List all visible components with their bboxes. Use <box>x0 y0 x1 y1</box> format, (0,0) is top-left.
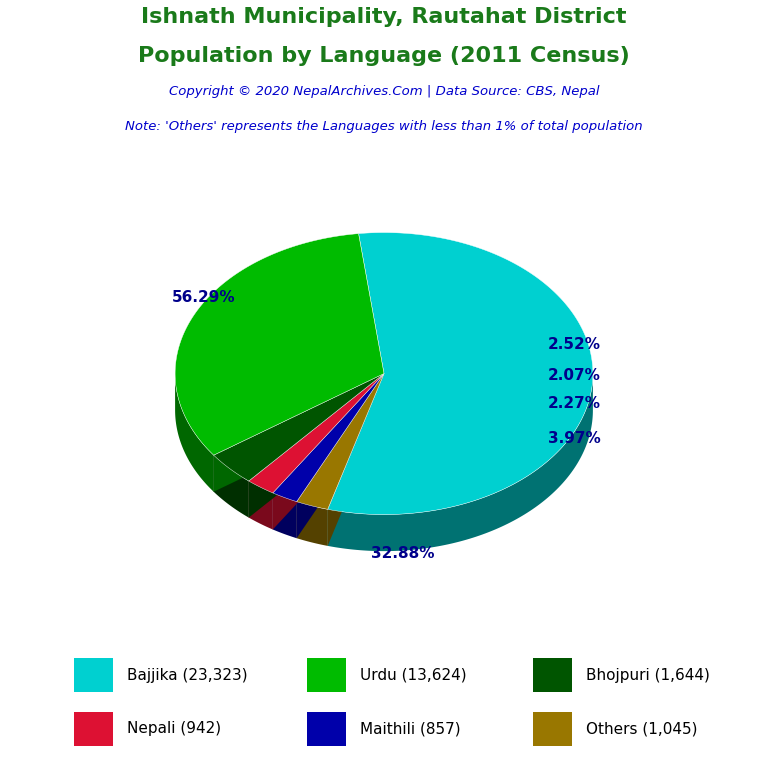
Text: 32.88%: 32.88% <box>370 546 434 561</box>
Text: Population by Language (2011 Census): Population by Language (2011 Census) <box>138 46 630 66</box>
Polygon shape <box>249 373 384 518</box>
Bar <box>307 658 346 693</box>
Polygon shape <box>214 373 384 492</box>
Bar <box>307 712 346 746</box>
Polygon shape <box>249 373 384 493</box>
Polygon shape <box>249 373 384 518</box>
Polygon shape <box>273 373 384 529</box>
Polygon shape <box>328 233 593 515</box>
Polygon shape <box>296 373 384 509</box>
Polygon shape <box>273 493 296 538</box>
Polygon shape <box>296 373 384 538</box>
Polygon shape <box>328 373 384 546</box>
Polygon shape <box>249 481 273 529</box>
Text: Urdu (13,624): Urdu (13,624) <box>360 667 466 683</box>
Text: Nepali (942): Nepali (942) <box>127 721 221 737</box>
Polygon shape <box>175 233 384 455</box>
Text: Bhojpuri (1,644): Bhojpuri (1,644) <box>586 667 710 683</box>
Polygon shape <box>296 502 328 546</box>
Bar <box>533 658 572 693</box>
Polygon shape <box>328 373 593 551</box>
Text: Others (1,045): Others (1,045) <box>586 721 697 737</box>
Polygon shape <box>328 373 384 546</box>
Text: Bajjika (23,323): Bajjika (23,323) <box>127 667 247 683</box>
Text: Note: 'Others' represents the Languages with less than 1% of total population: Note: 'Others' represents the Languages … <box>125 120 643 133</box>
Text: Maithili (857): Maithili (857) <box>360 721 461 737</box>
Text: Ishnath Municipality, Rautahat District: Ishnath Municipality, Rautahat District <box>141 7 627 27</box>
Polygon shape <box>214 373 384 481</box>
Bar <box>74 712 113 746</box>
Polygon shape <box>296 373 384 538</box>
Polygon shape <box>175 372 214 492</box>
Text: 2.07%: 2.07% <box>548 368 601 383</box>
Polygon shape <box>273 373 384 502</box>
Text: Copyright © 2020 NepalArchives.Com | Data Source: CBS, Nepal: Copyright © 2020 NepalArchives.Com | Dat… <box>169 85 599 98</box>
Polygon shape <box>214 373 384 492</box>
Text: 3.97%: 3.97% <box>548 432 601 446</box>
Polygon shape <box>214 455 249 518</box>
Text: 2.52%: 2.52% <box>548 337 601 353</box>
Text: 2.27%: 2.27% <box>548 396 601 411</box>
Bar <box>533 712 572 746</box>
Text: 56.29%: 56.29% <box>172 290 236 306</box>
Bar <box>74 658 113 693</box>
Polygon shape <box>273 373 384 529</box>
